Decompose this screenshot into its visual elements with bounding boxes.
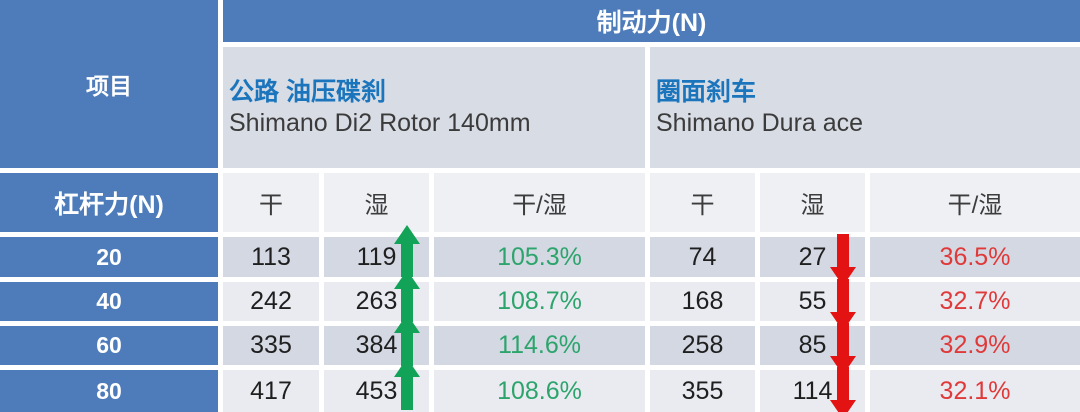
- rim-brake-header: 圈面刹车 Shimano Dura ace: [650, 47, 1080, 168]
- disc-dry-value: 113: [223, 237, 319, 277]
- disc-wet-value: 384: [355, 331, 398, 359]
- rim-wet-value: 114: [792, 376, 833, 405]
- lever-force-value: 80: [0, 370, 218, 412]
- disc-dry-value: 335: [223, 326, 319, 365]
- disc-wet-cell: 119: [324, 225, 429, 277]
- arrow-down-icon: [830, 367, 856, 412]
- corner-header: 项目: [0, 0, 218, 168]
- rim-wet-value: 85: [798, 331, 827, 359]
- rim-ratio-col-header: 干/湿: [870, 173, 1080, 232]
- braking-force-header: 制动力(N): [223, 0, 1080, 42]
- rim-wet-cell: 114: [760, 367, 865, 412]
- rim-wet-cell: 85: [760, 323, 865, 375]
- disc-wet-value: 119: [356, 242, 397, 271]
- rim-wet-value: 27: [798, 242, 827, 271]
- disc-brake-subtitle: Shimano Di2 Rotor 140mm: [229, 108, 531, 137]
- disc-wet-value: 263: [355, 287, 398, 315]
- arrow-down-icon: [830, 234, 856, 286]
- disc-brake-title: 公路 油压碟刹: [229, 78, 386, 106]
- arrow-up-icon: [394, 358, 420, 410]
- rim-wet-col-header: 湿: [760, 173, 865, 232]
- rim-ratio-value: 32.9%: [870, 326, 1080, 365]
- arrow-up-icon: [394, 225, 420, 277]
- rim-ratio-value: 32.1%: [870, 370, 1080, 412]
- rim-dry-value: 168: [650, 282, 755, 321]
- disc-dry-value: 242: [223, 282, 319, 321]
- rim-brake-subtitle: Shimano Dura ace: [656, 108, 864, 137]
- arrow-up-icon: [394, 314, 420, 366]
- lever-force-value: 20: [0, 237, 218, 277]
- disc-dry-value: 417: [223, 370, 319, 412]
- rim-dry-value: 74: [650, 237, 755, 277]
- rim-brake-title: 圈面刹车: [656, 78, 757, 106]
- rim-wet-cell: 27: [760, 234, 865, 286]
- lever-force-value: 40: [0, 282, 218, 321]
- rim-wet-cell: 55: [760, 279, 865, 331]
- disc-ratio-value: 114.6%: [434, 326, 645, 365]
- rim-ratio-value: 36.5%: [870, 237, 1080, 277]
- disc-ratio-col-header: 干/湿: [434, 173, 645, 232]
- disc-wet-value: 453: [355, 376, 398, 405]
- arrow-down-icon: [830, 279, 856, 331]
- arrow-down-icon: [830, 323, 856, 375]
- lever-force-value: 60: [0, 326, 218, 365]
- rim-dry-value: 355: [650, 370, 755, 412]
- disc-ratio-value: 105.3%: [434, 237, 645, 277]
- disc-wet-cell: 263: [324, 270, 429, 322]
- disc-dry-col-header: 干: [223, 173, 319, 232]
- disc-brake-header: 公路 油压碟刹 Shimano Di2 Rotor 140mm: [223, 47, 645, 168]
- lever-force-header: 杠杆力(N): [0, 173, 218, 232]
- disc-ratio-value: 108.6%: [434, 370, 645, 412]
- arrow-up-icon: [394, 270, 420, 322]
- disc-ratio-value: 108.7%: [434, 282, 645, 321]
- disc-wet-cell: 453: [324, 358, 429, 412]
- rim-dry-col-header: 干: [650, 173, 755, 232]
- rim-wet-value: 55: [798, 287, 827, 315]
- rim-dry-value: 258: [650, 326, 755, 365]
- rim-ratio-value: 32.7%: [870, 282, 1080, 321]
- disc-wet-cell: 384: [324, 314, 429, 366]
- disc-wet-col-header: 湿: [324, 173, 429, 232]
